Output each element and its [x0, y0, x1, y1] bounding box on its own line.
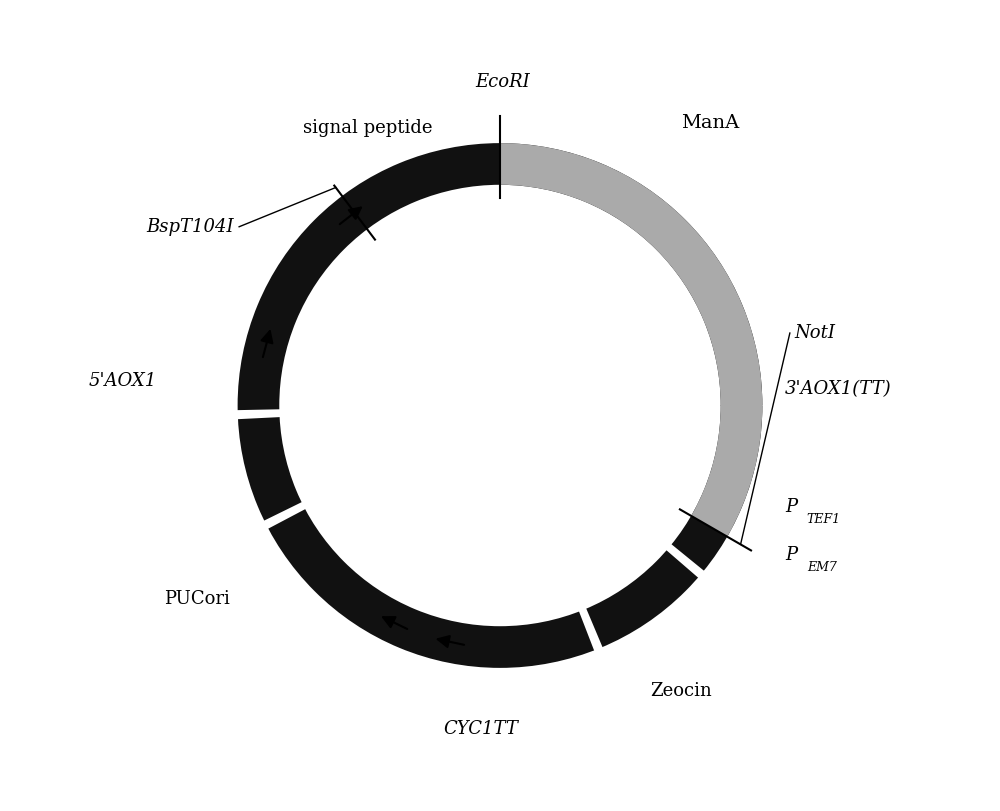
Text: P: P	[785, 547, 797, 564]
Text: Zeocin: Zeocin	[650, 681, 712, 700]
Text: signal peptide: signal peptide	[303, 118, 432, 137]
Text: NotI: NotI	[795, 324, 836, 342]
Text: ManA: ManA	[681, 114, 739, 132]
Text: CYC1TT: CYC1TT	[443, 719, 518, 737]
Text: 5'AOX1: 5'AOX1	[89, 372, 157, 390]
Text: TEF1: TEF1	[807, 513, 841, 526]
Text: BspT104I: BspT104I	[147, 218, 234, 236]
Text: PUCori: PUCori	[164, 590, 229, 607]
Text: 3'AOX1(TT): 3'AOX1(TT)	[785, 380, 892, 397]
Text: EM7: EM7	[807, 561, 837, 574]
Text: P: P	[785, 498, 797, 516]
Text: EcoRI: EcoRI	[475, 74, 530, 92]
